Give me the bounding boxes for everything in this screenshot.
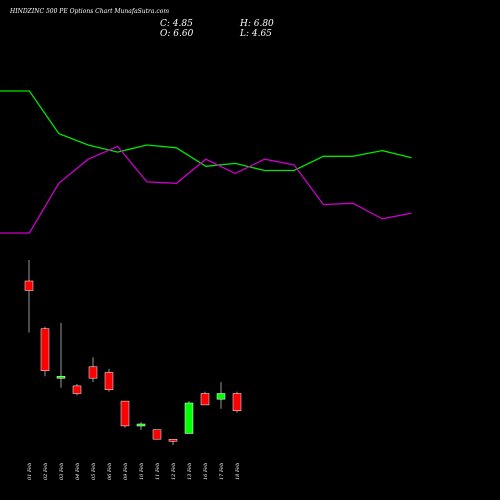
candle-body [152,429,162,440]
x-axis: 01 Feb 02 Feb 03 Feb 04 Feb 05 Feb 06 Feb 09 F… [27,463,241,480]
candle-body [72,385,82,394]
x-tick-label: 04 Feb [75,463,81,480]
x-tick-label: 18 Feb [235,463,241,480]
low-value: L: 4.65 [239,29,272,39]
candle-body [136,423,146,427]
candle-body [120,400,130,427]
x-tick-label: 06 Feb [107,463,113,480]
close-value: C: 4.85 [160,19,193,29]
x-tick-label: 02 Feb [43,463,49,480]
x-tick-label: 03 Feb [59,463,65,480]
x-tick-label: 17 Feb [219,463,225,480]
candle-body [40,328,50,371]
x-tick-label: 01 Feb [27,463,33,480]
candle-body [232,393,242,411]
candle-body [184,402,194,434]
x-tick-label: 13 Feb [187,463,193,480]
x-tick-label: 12 Feb [171,463,177,480]
price-panel [24,260,242,445]
indicator-line-1 [0,90,412,172]
open-value: O: 6.60 [160,29,194,39]
candle-body [216,393,226,400]
candle-body [168,439,178,442]
candle-body [56,376,66,379]
high-value: H: 6.80 [239,19,274,29]
x-tick-label: 16 Feb [203,463,209,480]
candle-body [24,280,34,291]
x-tick-label: 10 Feb [139,463,145,480]
candle-body [104,372,114,390]
x-tick-label: 05 Feb [91,463,97,480]
candle-body [200,393,210,406]
x-tick-label: 09 Feb [123,463,129,480]
indicator-panel [0,90,412,234]
indicator-line-2 [0,145,412,234]
chart-title: HINDZINC 500 PE Options Chart MunafaSutr… [9,8,169,15]
x-tick-label: 11 Feb [155,463,161,480]
candle-body [88,366,98,379]
